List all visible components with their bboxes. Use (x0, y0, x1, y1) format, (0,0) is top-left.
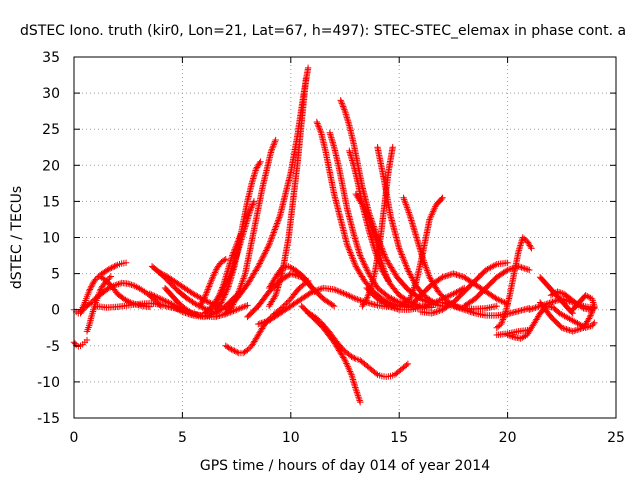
data-points (406, 270, 511, 310)
y-tick-label: 0 (51, 303, 60, 319)
y-axis-label: dSTEC / TECUs (9, 186, 25, 289)
data-series (304, 310, 412, 381)
y-tick-label: -5 (46, 339, 60, 355)
data-points (363, 284, 468, 313)
data-points (196, 255, 229, 310)
y-tick-label: 15 (42, 194, 60, 210)
x-tick-label: 15 (390, 430, 408, 446)
data-series (265, 263, 318, 295)
data-points (304, 310, 412, 381)
y-tick-label: 10 (42, 231, 60, 247)
data-series (461, 263, 533, 310)
x-axis-label: GPS time / hours of day 014 of year 2014 (200, 458, 490, 474)
data-series (569, 292, 598, 313)
data-points (168, 292, 240, 321)
data-series (298, 302, 364, 406)
data-points (265, 263, 318, 295)
y-tick-label: -15 (37, 411, 60, 427)
data-series (196, 255, 229, 310)
data-series (222, 277, 312, 357)
data-series (313, 118, 414, 311)
data-series (385, 194, 446, 310)
x-tick-label: 10 (282, 430, 300, 446)
data-series (326, 129, 425, 311)
x-tick-label: 25 (607, 430, 625, 446)
y-tick-label: -10 (37, 375, 60, 391)
data-points (569, 292, 598, 313)
data-points (547, 288, 598, 313)
data-series (168, 292, 240, 321)
y-tick-label: 35 (42, 50, 60, 66)
data-series (374, 144, 438, 306)
x-tick-label: 0 (70, 430, 79, 446)
data-points (326, 129, 425, 311)
data-points (211, 230, 245, 306)
data-series (363, 284, 468, 313)
data-layer (70, 64, 598, 406)
data-series (493, 234, 535, 331)
data-points (222, 277, 312, 357)
tick-labels: 0 5 10 15 20 25 -15 -10 -5 0 5 10 15 20 25 30 35 (37, 50, 625, 446)
y-tick-label: 30 (42, 86, 60, 102)
data-points (385, 194, 446, 310)
data-points (536, 299, 598, 335)
data-series (547, 288, 598, 313)
data-points (374, 144, 438, 306)
data-series (255, 284, 392, 328)
x-tick-label: 20 (499, 430, 517, 446)
data-points (255, 284, 392, 328)
ticks (73, 56, 617, 419)
data-points (313, 118, 414, 311)
chart-title: dSTEC Iono. truth (kir0, Lon=21, Lat=67,… (20, 23, 626, 39)
y-tick-label: 25 (42, 122, 60, 138)
data-series (211, 230, 245, 306)
x-tick-label: 5 (178, 430, 187, 446)
data-series (536, 299, 598, 335)
data-points (298, 302, 364, 406)
data-points (493, 234, 535, 331)
y-tick-label: 20 (42, 158, 60, 174)
y-tick-label: 5 (51, 267, 60, 283)
data-points (461, 263, 533, 310)
data-series (406, 270, 511, 310)
